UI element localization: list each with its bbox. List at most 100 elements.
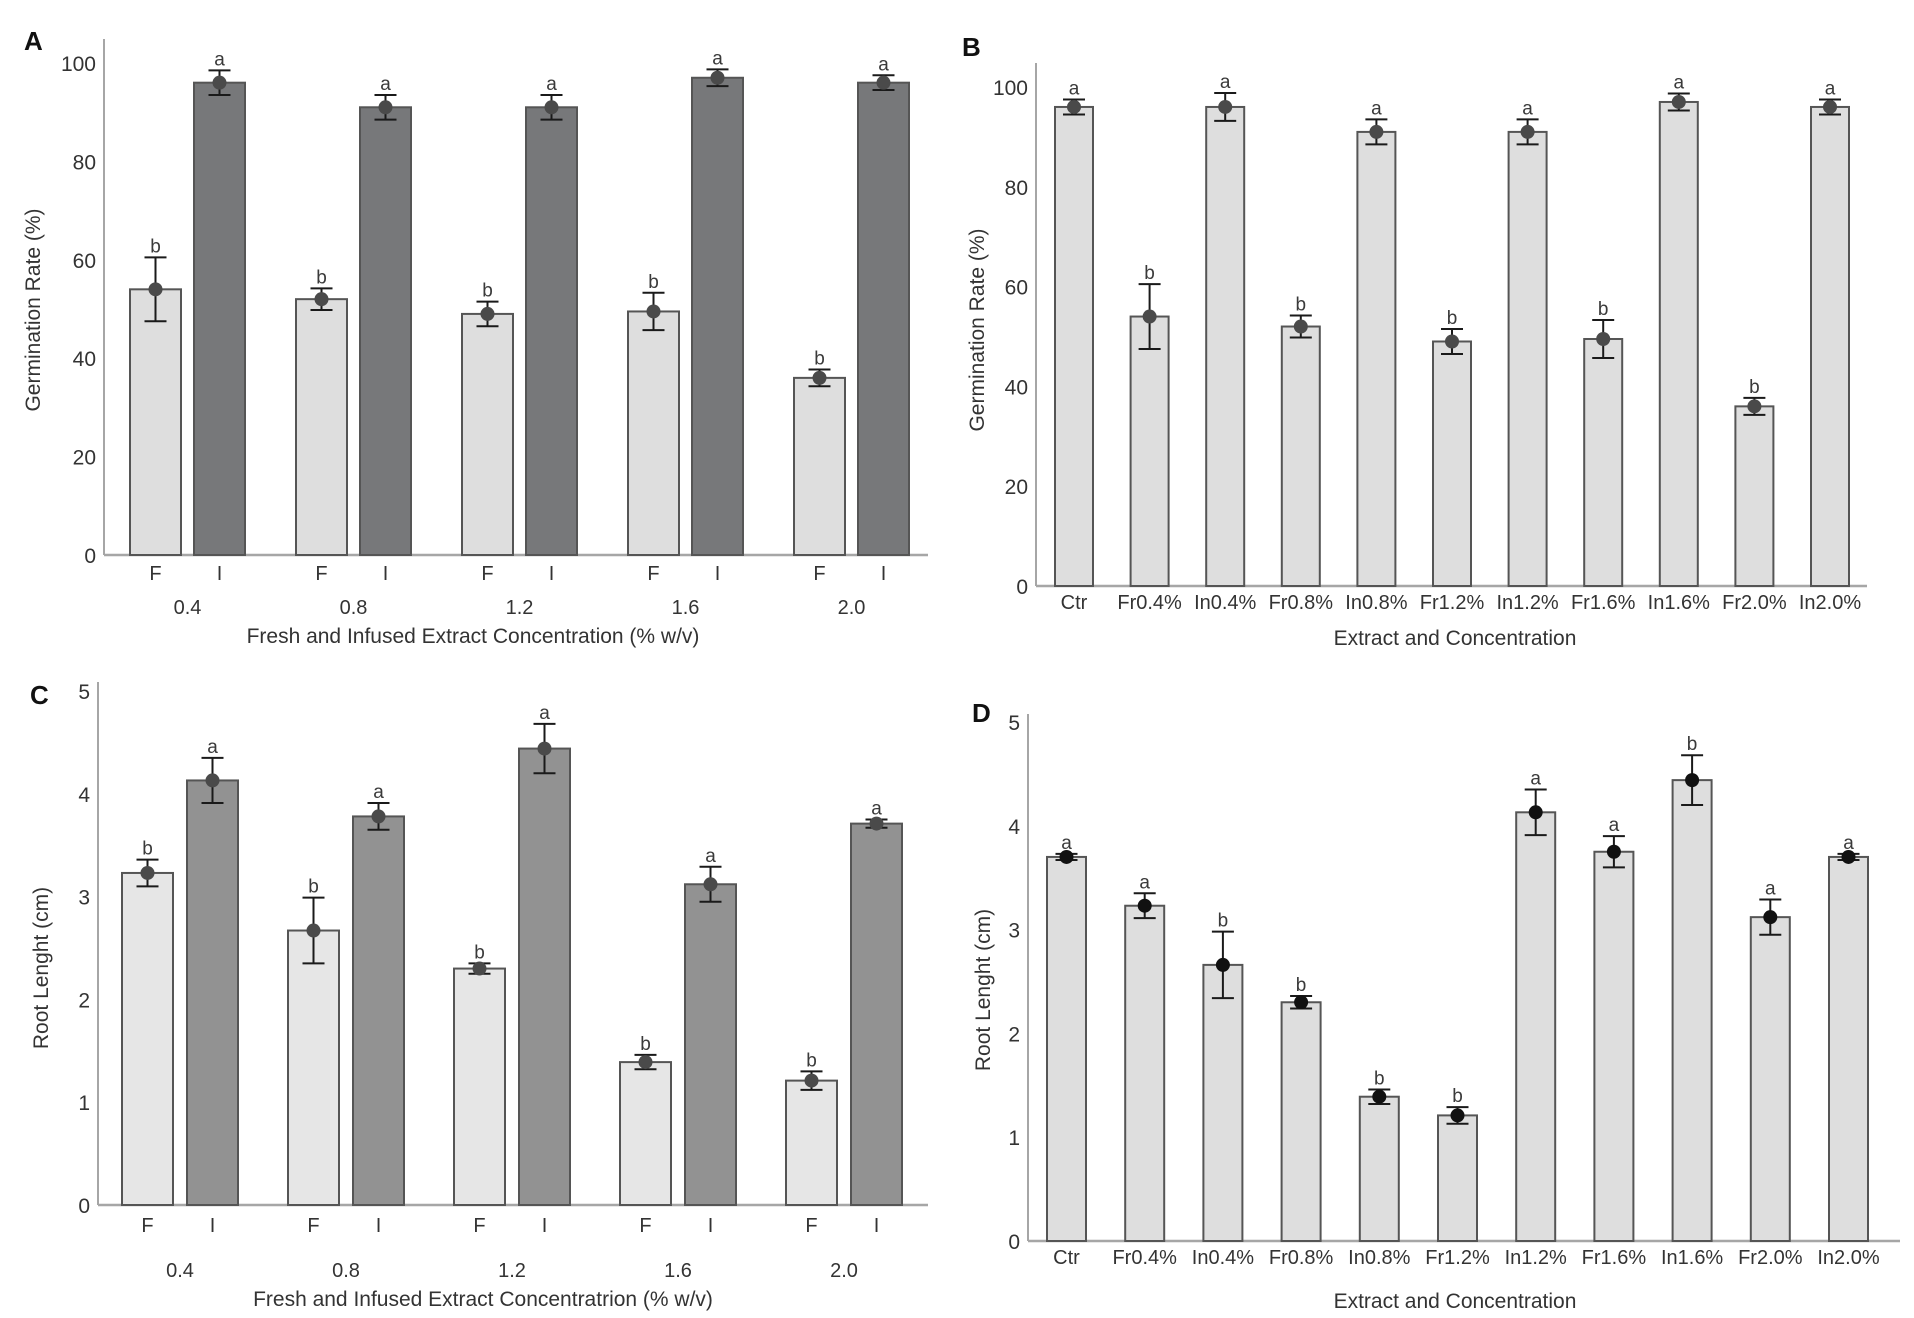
y-axis-title: Germination Rate (%) xyxy=(966,228,989,431)
significance-letter: b xyxy=(150,236,161,257)
bar xyxy=(857,81,910,557)
bar xyxy=(1749,916,1791,1242)
x-axis-title: Extract and Concentration xyxy=(1334,1290,1577,1313)
panel-a-germination-grouped: A Germination Rate (%) Fresh and Infused… xyxy=(22,26,928,648)
bar xyxy=(1432,340,1472,587)
mean-point xyxy=(1445,334,1459,349)
mean-point xyxy=(1293,319,1308,334)
y-tick-label: 0 xyxy=(84,545,96,568)
y-tick-label: 60 xyxy=(73,250,96,273)
significance-letter: b xyxy=(1447,308,1458,329)
mean-point xyxy=(1685,773,1700,788)
mean-point xyxy=(371,809,386,824)
mean-point xyxy=(472,961,487,976)
significance-letter: a xyxy=(1139,872,1150,893)
significance-letter: b xyxy=(474,942,485,963)
x-sub-label: F xyxy=(481,563,493,585)
significance-letter: b xyxy=(1598,299,1609,320)
significance-letter: a xyxy=(539,703,550,724)
x-category-label: 1.2 xyxy=(498,1260,526,1282)
x-sub-label: I xyxy=(549,563,555,585)
bar xyxy=(1734,405,1775,587)
x-category-label: 0.4 xyxy=(166,1260,194,1282)
bar xyxy=(121,871,174,1206)
x-sub-label: F xyxy=(315,563,327,585)
x-sub-label: F xyxy=(639,1215,651,1237)
mean-point xyxy=(638,1055,653,1070)
mean-point xyxy=(544,100,559,115)
significance-letter: b xyxy=(1296,975,1307,996)
x-sub-label: I xyxy=(874,1215,880,1237)
significance-letter: a xyxy=(380,74,391,95)
mean-point xyxy=(1369,124,1384,139)
significance-letter: a xyxy=(214,49,225,70)
x-sub-label: I xyxy=(881,563,887,585)
significance-letter: a xyxy=(1530,768,1541,789)
mean-point xyxy=(1823,99,1837,114)
bar xyxy=(1515,811,1557,1243)
significance-letter: a xyxy=(546,74,557,95)
x-axis-title: Extract and Concentration xyxy=(1334,627,1577,650)
y-tick-label: 2 xyxy=(1008,1023,1020,1046)
x-sub-label: F xyxy=(141,1215,153,1237)
significance-letter: b xyxy=(308,877,319,898)
y-tick-label: 40 xyxy=(1005,376,1028,399)
mean-point xyxy=(140,865,155,880)
x-category-label: Fr2.0% xyxy=(1738,1247,1803,1269)
x-sub-label: I xyxy=(383,563,389,585)
bar xyxy=(785,1079,838,1207)
mean-point xyxy=(1450,1108,1465,1123)
bar xyxy=(287,929,340,1206)
y-tick-label: 1 xyxy=(1008,1127,1020,1150)
significance-letter: a xyxy=(1522,98,1533,119)
x-sub-label: F xyxy=(647,563,659,585)
bar xyxy=(1054,105,1094,588)
x-category-label: Fr0.8% xyxy=(1269,1247,1334,1269)
y-tick-label: 4 xyxy=(1008,816,1020,839)
mean-point xyxy=(869,816,884,831)
y-tick-label: 5 xyxy=(1008,712,1020,735)
x-category-label: Fr1.2% xyxy=(1425,1247,1490,1269)
y-tick-label: 80 xyxy=(73,151,96,174)
bar xyxy=(359,106,412,556)
bar xyxy=(1358,1095,1400,1243)
x-sub-label: I xyxy=(708,1215,714,1237)
significance-letter: b xyxy=(640,1034,651,1055)
x-sub-label: I xyxy=(376,1215,382,1237)
significance-letter: b xyxy=(142,839,153,860)
panel-b-germination-single: B Germination Rate (%) Extract and Conce… xyxy=(962,32,1867,650)
panel-d-root-single: D Root Lenght (cm) Extract and Concentra… xyxy=(972,698,1900,1313)
x-axis-title: Fresh and Infused Extract Concentratrion… xyxy=(253,1288,713,1311)
bar xyxy=(793,376,846,556)
bar xyxy=(627,310,680,556)
x-category-label: 0.8 xyxy=(332,1260,360,1282)
y-tick-label: 5 xyxy=(78,681,90,704)
bar xyxy=(129,288,182,556)
mean-point xyxy=(1218,99,1233,114)
significance-letter: a xyxy=(1674,72,1685,93)
mean-point xyxy=(480,306,495,321)
bar xyxy=(1593,850,1635,1242)
mean-point xyxy=(1142,309,1157,324)
mean-point xyxy=(646,304,661,319)
bar xyxy=(684,883,737,1206)
bar xyxy=(1810,105,1850,588)
significance-letter: a xyxy=(1765,878,1776,899)
y-tick-label: 100 xyxy=(61,53,96,76)
significance-letter: b xyxy=(1687,734,1698,755)
x-category-label: In0.4% xyxy=(1192,1247,1254,1269)
bar xyxy=(352,815,405,1207)
y-axis-title: Root Lenght (cm) xyxy=(972,909,995,1071)
y-tick-label: 1 xyxy=(78,1092,90,1115)
x-category-label: In2.0% xyxy=(1799,592,1861,614)
significance-letter: a xyxy=(1609,815,1620,836)
x-sub-label: I xyxy=(217,563,223,585)
x-sub-label: F xyxy=(805,1215,817,1237)
bar xyxy=(1046,855,1087,1242)
significance-letter: a xyxy=(1069,78,1080,99)
significance-letter: a xyxy=(207,737,218,758)
bar xyxy=(1828,855,1869,1242)
y-tick-label: 100 xyxy=(993,77,1028,100)
x-sub-label: I xyxy=(542,1215,548,1237)
x-category-label: In0.8% xyxy=(1348,1247,1410,1269)
